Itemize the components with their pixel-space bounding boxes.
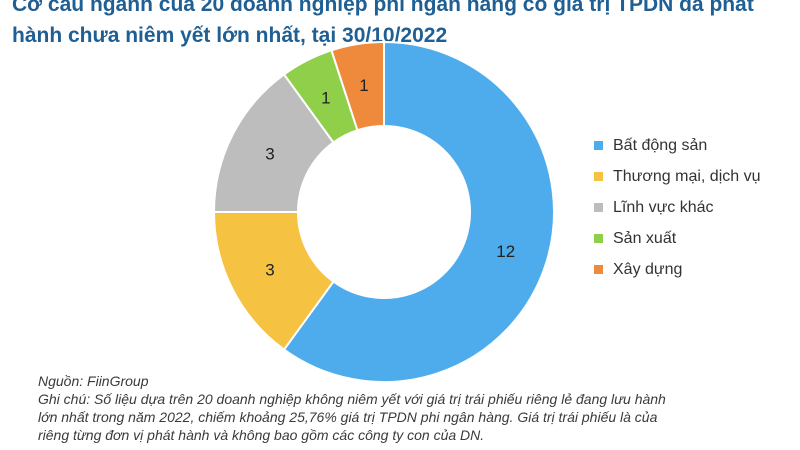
data-label-linh-vuc-khac: 3 xyxy=(265,144,274,163)
legend-swatch xyxy=(594,265,603,274)
legend-label: Thương mại, dịch vụ xyxy=(613,167,761,185)
data-label-xay-dung: 1 xyxy=(359,76,368,95)
data-label-san-xuat: 1 xyxy=(321,88,330,107)
legend-item-thuong-mai-dich-vu[interactable]: Thương mại, dịch vụ xyxy=(594,161,760,192)
legend-item-bat-dong-san[interactable]: Bất động sản xyxy=(594,130,760,161)
legend-item-linh-vuc-khac[interactable]: Lĩnh vực khác xyxy=(594,192,760,223)
chart-legend: Bất động sản Thương mại, dịch vụ Lĩnh vự… xyxy=(594,130,760,285)
slice-bat-dong-san[interactable] xyxy=(282,40,555,383)
legend-item-xay-dung[interactable]: Xây dựng xyxy=(594,254,760,285)
legend-label: Lĩnh vực khác xyxy=(613,198,714,216)
legend-swatch xyxy=(594,141,603,150)
source-note: Nguồn: FiinGroup xyxy=(38,373,149,389)
chart-footer: Nguồn: FiinGroup Ghi chú: Số liệu dựa tr… xyxy=(38,372,794,444)
note-line-3: riêng từng đơn vị phát hành và không bao… xyxy=(38,427,485,443)
chart-title-line-1: Cơ cấu ngành của 20 doanh nghiệp phi ngâ… xyxy=(12,0,754,16)
legend-item-san-xuat[interactable]: Sản xuất xyxy=(594,223,760,254)
legend-label: Bất động sản xyxy=(613,136,708,154)
legend-label: Sản xuất xyxy=(613,229,677,247)
legend-label: Xây dựng xyxy=(613,260,683,278)
slice-xay-dung[interactable] xyxy=(330,40,385,132)
data-label-thuong-mai-dich-vu: 3 xyxy=(265,261,274,280)
note-line-2: lớn nhất trong năm 2022, chiếm khoảng 25… xyxy=(38,409,658,425)
legend-swatch xyxy=(594,234,603,243)
note-line-1: Ghi chú: Số liệu dựa trên 20 doanh nghiệ… xyxy=(38,391,666,407)
chart-title: Cơ cấu ngành của 20 doanh nghiệp phi ngâ… xyxy=(12,0,798,51)
legend-swatch xyxy=(594,203,603,212)
legend-swatch xyxy=(594,172,603,181)
chart-title-line-2: hành chưa niêm yết lớn nhất, tại 30/10/2… xyxy=(12,24,448,47)
data-label-bat-dong-san: 12 xyxy=(496,242,515,261)
